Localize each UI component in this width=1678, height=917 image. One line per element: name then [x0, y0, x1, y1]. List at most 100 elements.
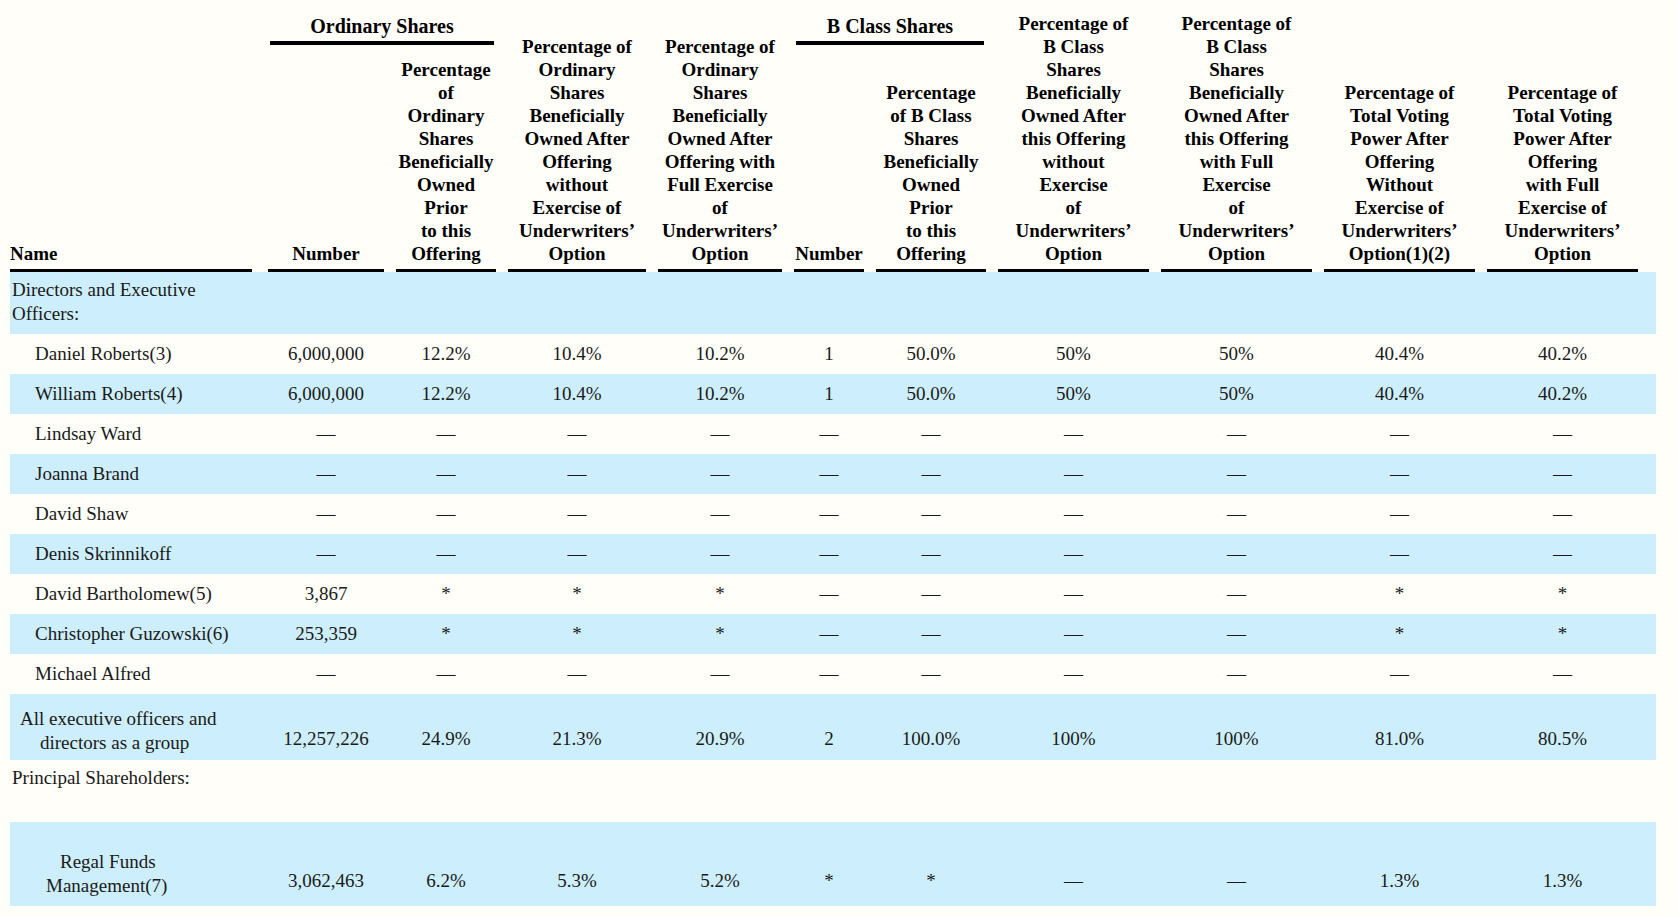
table-cell: 12.2%	[390, 334, 502, 374]
table-cell: —	[1155, 654, 1318, 694]
table-cell: —	[1318, 454, 1481, 494]
table-cell: *	[1318, 614, 1481, 654]
table-cell: —	[992, 614, 1155, 654]
table-cell: —	[1155, 414, 1318, 454]
table-cell: —	[652, 454, 788, 494]
column-header-label: Percentage of Ordinary Shares Beneficial…	[390, 58, 502, 269]
table-cell	[788, 760, 870, 822]
table-cell: *	[652, 574, 788, 614]
table-cell: —	[1481, 454, 1644, 494]
table-cell: —	[992, 454, 1155, 494]
table-cell: 5.2%	[652, 822, 788, 906]
table-cell: 21.3%	[502, 694, 652, 760]
table-cell	[870, 272, 992, 334]
column-group-b-class-shares: B Class Shares Number Percentage of B Cl…	[788, 12, 992, 272]
table-row: William Roberts(4)6,000,00012.2%10.4%10.…	[10, 374, 1656, 414]
table-cell: 50%	[992, 374, 1155, 414]
table-cell: —	[1481, 414, 1644, 454]
table-cell: —	[1318, 494, 1481, 534]
table-cell: —	[1481, 494, 1644, 534]
table-cell: —	[652, 494, 788, 534]
table-cell: —	[992, 574, 1155, 614]
table-cell: —	[1155, 614, 1318, 654]
table-cell: —	[262, 454, 390, 494]
table-cell: 6,000,000	[262, 334, 390, 374]
table-cell: —	[788, 414, 870, 454]
row-label: Joanna Brand	[10, 454, 262, 494]
table-cell: —	[1155, 534, 1318, 574]
table-cell: 40.2%	[1481, 334, 1644, 374]
table-row: Michael Alfred——————————	[10, 654, 1656, 694]
table-cell: —	[992, 654, 1155, 694]
table-cell: —	[870, 654, 992, 694]
row-label: Directors and Executive Officers:	[10, 272, 262, 334]
table-cell: —	[992, 414, 1155, 454]
table-row: Christopher Guzowski(6)253,359***————**	[10, 614, 1656, 654]
table-cell: 10.2%	[652, 374, 788, 414]
table-cell: —	[870, 494, 992, 534]
table-cell: 100.0%	[870, 694, 992, 760]
column-header-label: Percentage of B Class Shares Beneficiall…	[870, 81, 992, 269]
table-cell: *	[390, 574, 502, 614]
table-cell: —	[1318, 654, 1481, 694]
table-row: David Bartholomew(5)3,867***————**	[10, 574, 1656, 614]
table-body: Directors and Executive Officers:Daniel …	[10, 272, 1656, 906]
row-label: David Bartholomew(5)	[10, 574, 262, 614]
table-cell: —	[1155, 822, 1318, 906]
row-label: Lindsay Ward	[10, 414, 262, 454]
table-cell	[390, 272, 502, 334]
table-row: Denis Skrinnikoff——————————	[10, 534, 1656, 574]
table-cell: *	[1481, 574, 1644, 614]
table-row: All executive officers and directors as …	[10, 694, 1656, 760]
table-cell: 80.5%	[1481, 694, 1644, 760]
table-cell: —	[652, 414, 788, 454]
beneficial-ownership-table: Name Ordinary Shares Number Percentage o…	[0, 0, 1656, 906]
group-rule	[270, 41, 494, 45]
table-row: Regal Funds Management(7)3,062,4636.2%5.…	[10, 822, 1656, 906]
table-cell: —	[1318, 534, 1481, 574]
row-label: Regal Funds Management(7)	[10, 822, 262, 906]
table-cell: —	[1155, 574, 1318, 614]
table-cell: 20.9%	[652, 694, 788, 760]
table-cell: —	[390, 494, 502, 534]
row-label: Daniel Roberts(3)	[10, 334, 262, 374]
column-header-ordinary-pct-after-full: Percentage of Ordinary Shares Beneficial…	[652, 12, 788, 272]
table-cell: 40.4%	[1318, 374, 1481, 414]
table-cell: 1.3%	[1318, 822, 1481, 906]
table-cell: 40.4%	[1318, 334, 1481, 374]
table-cell: 100%	[992, 694, 1155, 760]
table-cell: 253,359	[262, 614, 390, 654]
table-cell: 12,257,226	[262, 694, 390, 760]
row-label: Denis Skrinnikoff	[10, 534, 262, 574]
row-label: Michael Alfred	[10, 654, 262, 694]
table-cell: —	[652, 654, 788, 694]
column-header-ordinary-pct-prior: Percentage of Ordinary Shares Beneficial…	[390, 58, 502, 272]
table-cell: 81.0%	[1318, 694, 1481, 760]
column-header-label: Number	[788, 242, 870, 269]
table-cell: —	[870, 574, 992, 614]
table-cell	[1318, 760, 1481, 822]
group-title-ordinary-shares: Ordinary Shares	[262, 12, 502, 41]
table-cell: —	[502, 494, 652, 534]
table-cell	[502, 760, 652, 822]
table-cell: —	[788, 654, 870, 694]
table-cell: —	[992, 534, 1155, 574]
column-header-bclass-pct-after-full: Percentage of B Class Shares Beneficiall…	[1155, 12, 1318, 272]
column-header-label: Percentage of Ordinary Shares Beneficial…	[652, 35, 788, 269]
table-cell: 10.4%	[502, 334, 652, 374]
table-cell: 3,062,463	[262, 822, 390, 906]
table-cell	[870, 760, 992, 822]
table-cell	[652, 272, 788, 334]
row-label: All executive officers and directors as …	[10, 694, 262, 760]
table-cell	[1318, 272, 1481, 334]
table-cell: 1.3%	[1481, 822, 1644, 906]
table-cell: —	[502, 654, 652, 694]
table-cell	[1481, 760, 1644, 822]
table-cell: —	[1481, 534, 1644, 574]
table-cell	[1155, 272, 1318, 334]
table-cell: *	[1481, 614, 1644, 654]
group-title-b-class-shares: B Class Shares	[788, 12, 992, 41]
table-header: Name Ordinary Shares Number Percentage o…	[10, 6, 1656, 272]
column-group-ordinary-shares: Ordinary Shares Number Percentage of Ord…	[262, 12, 502, 272]
table-cell: —	[390, 414, 502, 454]
